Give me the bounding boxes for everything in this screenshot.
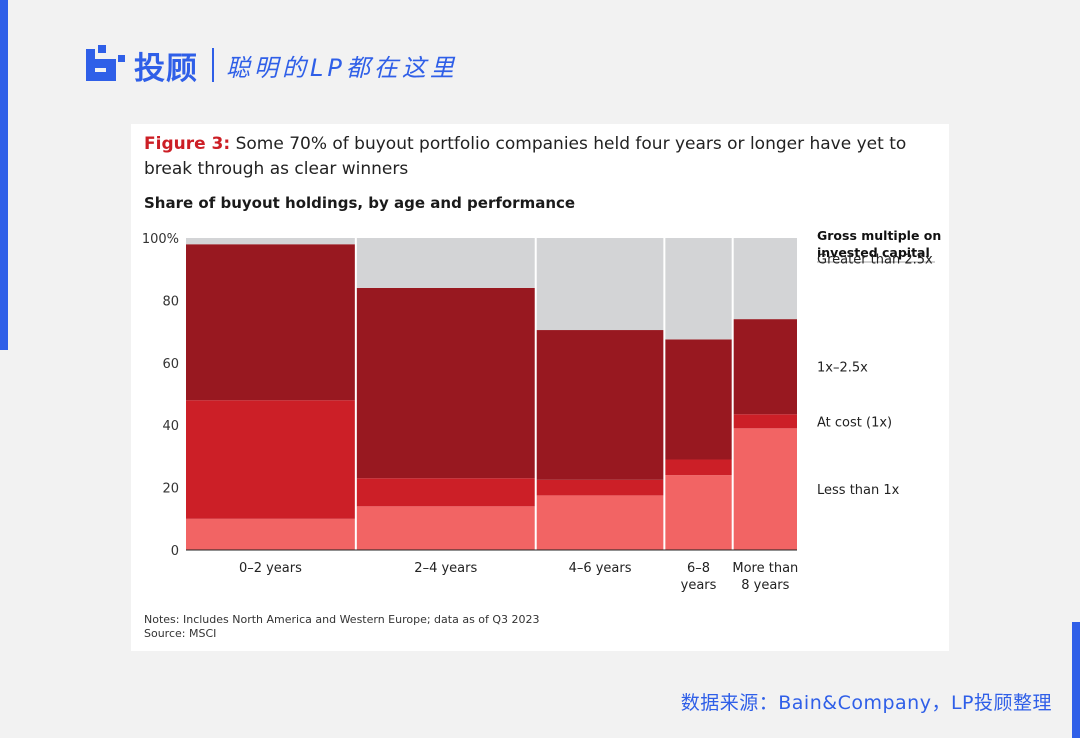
bar-segment [733, 414, 797, 429]
bar-segment [733, 238, 797, 320]
legend-title: invested capital [817, 245, 930, 260]
brand-header: 投顾 聪明的LP都在这里 [84, 40, 458, 90]
y-tick-label: 20 [162, 482, 179, 497]
left-accent-bar [0, 0, 8, 350]
footer-source: 数据来源：Bain&Company，LP投顾整理 [680, 692, 1052, 714]
notes-text: Notes: Includes North America and Wester… [144, 613, 540, 626]
legend-label: Less than 1x [817, 483, 900, 498]
x-tick-label: 8 years [741, 578, 789, 593]
y-tick-label: 40 [162, 419, 179, 434]
brand-name: 投顾 [134, 50, 198, 87]
bar-segment [536, 238, 664, 331]
bar-segment [356, 478, 535, 507]
bar-segment [665, 475, 732, 550]
x-tick-label: 6–8 [687, 561, 710, 576]
bar-segment [186, 518, 355, 550]
figure-card: Figure 3: Some 70% of buyout portfolio c… [131, 124, 949, 651]
legend-label: 1x–2.5x [817, 361, 868, 376]
bar-segment [356, 238, 535, 288]
chart-subtitle: Share of buyout holdings, by age and per… [144, 194, 576, 212]
legend-label: At cost (1x) [817, 415, 892, 430]
y-tick-label: 60 [162, 357, 179, 372]
bar-segment [356, 506, 535, 550]
x-tick-label: years [681, 578, 717, 593]
y-tick-label: 0 [171, 544, 179, 559]
bar-segment [733, 428, 797, 550]
bar-segment [186, 400, 355, 519]
bar-segment [536, 495, 664, 550]
bar-segment [186, 244, 355, 401]
x-tick-label: 0–2 years [239, 561, 302, 576]
x-tick-label: 4–6 years [569, 561, 632, 576]
x-tick-label: 2–4 years [414, 561, 477, 576]
legend-label: Greater than 2.5x [817, 252, 933, 267]
brand-logo-icon [86, 45, 125, 81]
figure-title-text: Some 70% of buyout portfolio companies h… [144, 134, 907, 179]
figure-title: Figure 3: Some 70% of buyout portfolio c… [144, 132, 924, 182]
bar-segment [536, 479, 664, 496]
bar-segment [665, 459, 732, 476]
bar-segment [733, 319, 797, 415]
marimekko-chart: 0 20 40 60 80 100% 0–2 years 2–4 years 4–6 years… [142, 228, 941, 593]
bar-segment [356, 287, 535, 479]
brand-divider [212, 48, 214, 82]
figure-notes: Notes: Includes North America and Wester… [144, 613, 540, 641]
bar-segment [665, 339, 732, 460]
y-tick-label: 80 [162, 294, 179, 309]
brand-slogan: 聪明的LP都在这里 [226, 53, 458, 82]
bar-segment [665, 238, 732, 340]
y-tick-label: 100% [142, 232, 179, 247]
bar-segment [536, 330, 664, 480]
legend-title: Gross multiple on [817, 228, 941, 243]
bar-segment [186, 238, 355, 245]
figure-label: Figure 3: [144, 134, 231, 154]
right-accent-bar [1072, 622, 1080, 738]
source-text: Source: MSCI [144, 627, 217, 640]
x-tick-label: More than [732, 561, 798, 576]
